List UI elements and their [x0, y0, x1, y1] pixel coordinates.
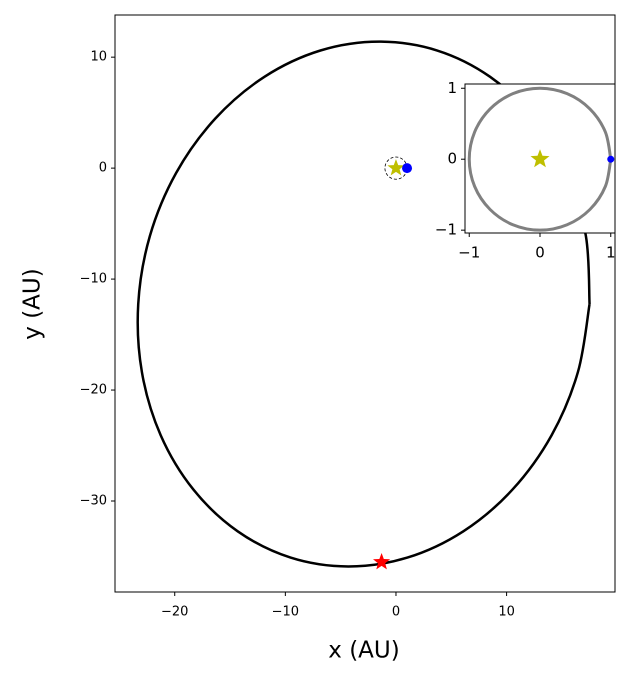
axes: −1 0 1 −1 0 1 [435, 79, 616, 262]
x-axis-label: x (AU) [328, 638, 399, 664]
x-tick-label: 1 [606, 244, 616, 262]
y-tick-label: 0 [99, 161, 107, 176]
axes-frame [114, 14, 616, 593]
dot-marker [402, 163, 413, 174]
y-tick-label: −20 [80, 383, 107, 398]
y-tick-label: −30 [80, 494, 107, 509]
y-tick-label: 10 [90, 50, 107, 65]
plot-area [136, 40, 591, 570]
x-tick-label: −10 [272, 605, 299, 620]
star-marker [387, 159, 405, 176]
orbit-line [136, 40, 591, 568]
plot-area [467, 86, 615, 232]
x-tick-label: 0 [392, 605, 400, 620]
y-tick-label: 1 [447, 79, 457, 97]
y-tick-label: −10 [80, 272, 107, 287]
star-marker [373, 553, 391, 570]
x-tick-label: 0 [535, 244, 545, 262]
y-tick-label: −1 [435, 221, 457, 239]
dot-marker [607, 155, 615, 163]
x-tick-label: 10 [498, 605, 515, 620]
star-marker [530, 149, 550, 168]
x-tick-label: −1 [458, 244, 480, 262]
y-tick-label: 0 [447, 150, 457, 168]
y-axis-label: y (AU) [20, 268, 46, 339]
orbit-line [384, 156, 408, 180]
orbit-line [467, 86, 613, 232]
x-tick-label: −20 [161, 605, 188, 620]
